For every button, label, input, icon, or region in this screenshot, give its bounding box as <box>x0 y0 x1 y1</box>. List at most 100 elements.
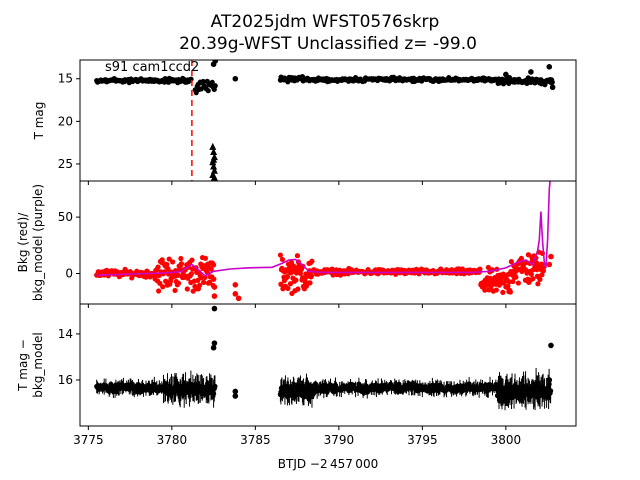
y-tick-label: 20 <box>58 114 73 128</box>
data-point <box>232 291 239 297</box>
data-point <box>546 377 553 383</box>
data-point <box>196 282 203 288</box>
data-point <box>212 83 218 89</box>
data-point <box>206 279 213 285</box>
data-point <box>195 277 201 284</box>
data-point <box>178 261 185 267</box>
data-point <box>212 383 218 389</box>
data-point <box>159 257 165 263</box>
plot-area <box>94 305 554 411</box>
data-point <box>178 255 184 262</box>
data-point <box>156 288 162 294</box>
plot-area <box>94 181 554 302</box>
data-series <box>94 249 554 302</box>
data-point <box>528 271 535 277</box>
model-line <box>96 181 551 277</box>
upper-limit-marker <box>210 173 218 181</box>
data-point <box>297 270 304 277</box>
y-tick-label: 14 <box>58 327 73 341</box>
upper-limit-marker <box>210 162 218 170</box>
data-point <box>549 84 556 91</box>
panel-bottom-mag-minus-bkg: 14 16 3775 3780 3785 3790 3795 3800 T mag − bkg_m… <box>16 303 577 471</box>
data-point <box>209 79 215 86</box>
x-tick-label: 3780 <box>157 433 188 447</box>
data-point <box>546 64 553 70</box>
data-point <box>535 281 541 287</box>
data-point <box>211 284 218 290</box>
data-series <box>94 60 556 96</box>
data-point <box>202 255 209 261</box>
data-point <box>175 280 182 286</box>
chart-title-line2: 20.39g-WFST Unclassified z= -99.0 <box>179 34 477 54</box>
data-point <box>505 283 511 289</box>
data-point <box>188 76 194 82</box>
data-point <box>539 272 545 278</box>
data-point <box>485 264 491 271</box>
upper-limit-marker <box>210 148 218 156</box>
data-point <box>175 272 181 278</box>
data-point <box>232 282 239 288</box>
data-point <box>287 281 294 287</box>
data-point <box>284 273 291 280</box>
data-point <box>507 289 513 295</box>
data-point <box>211 262 217 268</box>
axes-frame <box>79 303 577 427</box>
data-point <box>211 305 218 312</box>
upper-limit-series <box>209 142 218 181</box>
data-point <box>309 258 315 264</box>
data-point <box>232 393 239 399</box>
plot-area <box>94 60 556 181</box>
x-tick-label: 3795 <box>407 433 438 447</box>
sector-camera-annotation: s91 cam1ccd2 <box>105 60 199 75</box>
y-tick-label: 16 <box>58 373 73 387</box>
chart-title-line1: AT2025jdm WFST0576skrp <box>211 12 440 32</box>
data-point <box>232 388 239 395</box>
panel-middle-background: 0 50 Bkg (red)/bkg_model (purple) <box>16 180 577 308</box>
data-point <box>163 278 169 284</box>
data-point <box>279 256 286 263</box>
data-point <box>208 266 214 272</box>
x-tick-label: 3800 <box>491 433 522 447</box>
y-axis-label: bkg_model <box>31 332 45 398</box>
y-axis-label: Bkg (red)/ <box>16 212 30 273</box>
data-point <box>210 276 217 282</box>
data-point <box>540 268 547 274</box>
data-series <box>94 305 554 411</box>
data-point <box>477 266 483 272</box>
data-point <box>170 259 176 265</box>
data-point <box>295 286 301 292</box>
data-point <box>530 276 536 282</box>
data-point <box>278 281 284 287</box>
data-point <box>285 285 291 291</box>
data-point <box>157 280 163 286</box>
data-point <box>160 284 166 290</box>
data-point <box>537 276 543 282</box>
data-point <box>493 287 499 293</box>
data-point <box>482 287 488 293</box>
data-point <box>205 88 211 94</box>
y-tick-label: 15 <box>58 72 73 86</box>
x-tick-label: 3785 <box>240 433 271 447</box>
panel-top-magnitude: 15 20 25 T mag s91 cam1ccd2 <box>32 59 577 185</box>
y-tick-label: 0 <box>65 267 73 281</box>
data-point <box>307 280 313 286</box>
x-axis-label: BTJD −2 457 000 <box>278 457 378 471</box>
data-point <box>277 252 284 258</box>
data-point <box>189 257 195 263</box>
data-point <box>548 342 554 349</box>
data-point <box>155 264 161 270</box>
data-point <box>210 344 217 351</box>
y-tick-label: 50 <box>58 210 73 224</box>
data-point <box>528 69 534 75</box>
data-point <box>510 278 516 285</box>
data-point <box>235 295 242 302</box>
x-tick-label: 3790 <box>324 433 355 447</box>
data-point <box>184 286 190 292</box>
upper-limit-marker <box>210 155 218 163</box>
data-point <box>508 259 514 265</box>
data-point <box>308 273 315 279</box>
data-point <box>546 261 553 268</box>
data-point <box>188 271 194 277</box>
